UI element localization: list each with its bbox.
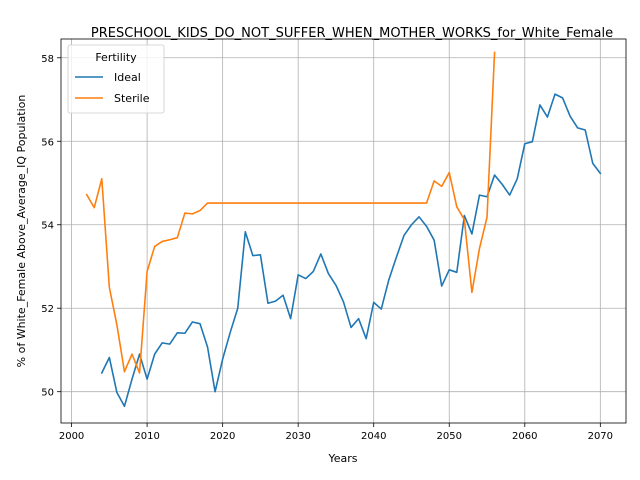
series-line-ideal [100,93,602,408]
x-tick-label: 2070 [588,431,613,442]
legend-label-ideal: Ideal [114,71,141,84]
y-tick-label: 56 [41,137,54,148]
ticks: 2000 2010 2020 2030 2040 2050 2060 2070 50 52 54 56… [41,54,613,442]
y-axis-label: % of White_Female Above_Average_IQ Popul… [15,95,28,368]
y-tick-label: 58 [41,54,54,65]
series-lines [85,51,602,408]
legend-label-sterile: Sterile [114,92,150,105]
legend-title: Fertility [95,51,137,64]
y-tick-label: 50 [41,388,54,399]
plot-frame [60,38,627,424]
x-tick-label: 2020 [210,431,235,442]
x-tick-label: 2060 [512,431,537,442]
y-tick-label: 52 [41,304,54,315]
y-tick-label: 54 [41,221,54,232]
chart-title: PRESCHOOL_KIDS_DO_NOT_SUFFER_WHEN_MOTHER… [91,26,613,41]
x-tick-label: 2010 [134,431,159,442]
x-tick-label: 2040 [361,431,386,442]
legend-box [67,44,165,114]
series-line-sterile [85,51,496,374]
x-tick-label: 2030 [285,431,310,442]
x-tick-label: 2050 [437,431,462,442]
legend: Fertility Ideal Sterile [67,44,165,114]
x-axis-label: Years [327,452,357,465]
x-tick-label: 2000 [59,431,84,442]
